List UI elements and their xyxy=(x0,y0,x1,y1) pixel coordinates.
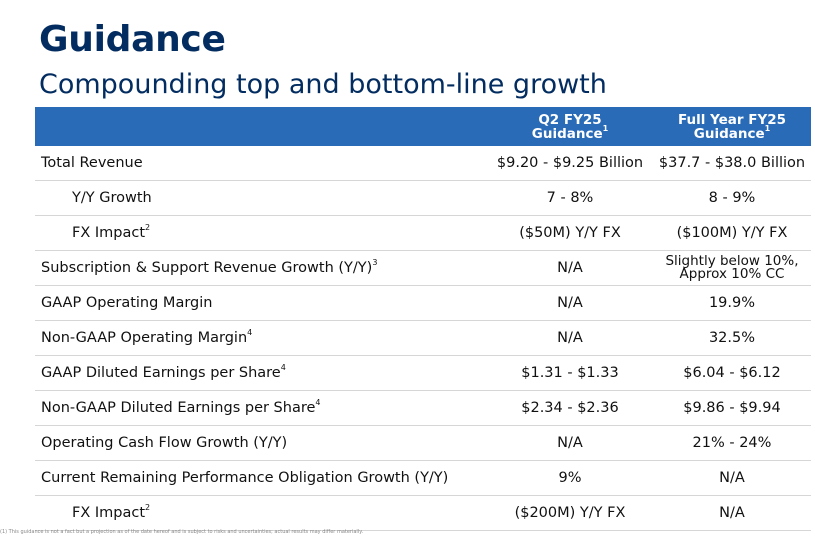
row-label-sup: 3 xyxy=(372,258,378,268)
table-row: FX Impact2 ($50M) Y/Y FX ($100M) Y/Y FX xyxy=(35,215,811,251)
q2-value: 9% xyxy=(487,460,653,496)
row-label-sup: 2 xyxy=(145,503,151,513)
guidance-table: Q2 FY25 Guidance1 Full Year FY25 Guidanc… xyxy=(35,107,811,531)
header-fy-sup: 1 xyxy=(764,124,771,133)
row-label-text: Non-GAAP Operating Margin xyxy=(41,330,248,346)
table-header-row: Q2 FY25 Guidance1 Full Year FY25 Guidanc… xyxy=(35,107,811,146)
q2-value: N/A xyxy=(487,285,653,321)
q2-value: N/A xyxy=(487,320,653,356)
q2-value: 7 - 8% xyxy=(487,180,653,216)
row-label-text: GAAP Operating Margin xyxy=(41,295,213,311)
q2-value: ($200M) Y/Y FX xyxy=(487,495,653,531)
header-q2-sup: 1 xyxy=(602,124,609,133)
fy-value-line2: Approx 10% CC xyxy=(679,266,785,282)
row-label-text: Non-GAAP Diluted Earnings per Share xyxy=(41,400,316,416)
row-label: Current Remaining Performance Obligation… xyxy=(35,460,487,496)
table-row: Y/Y Growth 7 - 8% 8 - 9% xyxy=(35,180,811,216)
row-label: GAAP Diluted Earnings per Share4 xyxy=(35,355,487,391)
header-fy-line1: Full Year FY25 xyxy=(677,111,787,128)
table-row: Non-GAAP Operating Margin4 N/A 32.5% xyxy=(35,320,811,356)
fy-value: N/A xyxy=(653,460,811,496)
row-label-text: FX Impact xyxy=(72,225,146,241)
fy-value: 32.5% xyxy=(653,320,811,356)
q2-value: N/A xyxy=(487,425,653,461)
fy-value: N/A xyxy=(653,495,811,531)
row-label-text: GAAP Diluted Earnings per Share xyxy=(41,365,281,381)
q2-value: $9.20 - $9.25 Billion xyxy=(487,146,653,181)
fy-value: $9.86 - $9.94 xyxy=(653,390,811,426)
page-subtitle: Compounding top and bottom-line growth xyxy=(39,69,607,100)
row-label: FX Impact2 xyxy=(35,215,487,251)
row-label-sup: 4 xyxy=(315,398,321,408)
row-label: Non-GAAP Operating Margin4 xyxy=(35,320,487,356)
header-q2-fy25: Q2 FY25 Guidance1 xyxy=(487,107,653,146)
row-label-text: Subscription & Support Revenue Growth (Y… xyxy=(41,260,373,276)
q2-value: $2.34 - $2.36 xyxy=(487,390,653,426)
fy-value: 19.9% xyxy=(653,285,811,321)
fy-value: 8 - 9% xyxy=(653,180,811,216)
row-label-text: Y/Y Growth xyxy=(72,190,152,206)
fy-value: $6.04 - $6.12 xyxy=(653,355,811,391)
footnote: (1) This guidance is not a fact but a pr… xyxy=(0,529,364,535)
table-row: FX Impact2 ($200M) Y/Y FX N/A xyxy=(35,495,811,531)
row-label: Subscription & Support Revenue Growth (Y… xyxy=(35,250,487,286)
fy-value-line1: Slightly below 10%, xyxy=(665,253,799,269)
row-label-text: Total Revenue xyxy=(41,155,143,171)
header-metric xyxy=(35,107,487,146)
fy-value: 21% - 24% xyxy=(653,425,811,461)
q2-value: N/A xyxy=(487,250,653,286)
page-title: Guidance xyxy=(39,19,226,60)
row-label-sup: 4 xyxy=(280,363,286,373)
table-row: Current Remaining Performance Obligation… xyxy=(35,460,811,496)
table-row: GAAP Operating Margin N/A 19.9% xyxy=(35,285,811,321)
q2-value: $1.31 - $1.33 xyxy=(487,355,653,391)
row-label-sup: 4 xyxy=(247,328,253,338)
header-q2-line2: Guidance xyxy=(531,125,603,142)
q2-value: ($50M) Y/Y FX xyxy=(487,215,653,251)
header-fy-line2: Guidance xyxy=(693,125,765,142)
table-row: GAAP Diluted Earnings per Share4 $1.31 -… xyxy=(35,355,811,391)
header-q2-line1: Q2 FY25 xyxy=(538,111,602,128)
table-row: Total Revenue $9.20 - $9.25 Billion $37.… xyxy=(35,146,811,181)
row-label-text: Current Remaining Performance Obligation… xyxy=(41,470,449,486)
row-label: Non-GAAP Diluted Earnings per Share4 xyxy=(35,390,487,426)
row-label: GAAP Operating Margin xyxy=(35,285,487,321)
fy-value: ($100M) Y/Y FX xyxy=(653,215,811,251)
row-label: Total Revenue xyxy=(35,146,487,181)
fy-value: $37.7 - $38.0 Billion xyxy=(653,146,811,181)
row-label-sup: 2 xyxy=(145,223,151,233)
row-label: Y/Y Growth xyxy=(35,180,487,216)
row-label-text: FX Impact xyxy=(72,505,146,521)
row-label: FX Impact2 xyxy=(35,495,487,531)
table-row: Operating Cash Flow Growth (Y/Y) N/A 21%… xyxy=(35,425,811,461)
table-row: Non-GAAP Diluted Earnings per Share4 $2.… xyxy=(35,390,811,426)
table-row: Subscription & Support Revenue Growth (Y… xyxy=(35,250,811,286)
header-full-year-fy25: Full Year FY25 Guidance1 xyxy=(653,107,811,146)
row-label-text: Operating Cash Flow Growth (Y/Y) xyxy=(41,435,288,451)
row-label: Operating Cash Flow Growth (Y/Y) xyxy=(35,425,487,461)
fy-value: Slightly below 10%, Approx 10% CC xyxy=(653,250,811,286)
